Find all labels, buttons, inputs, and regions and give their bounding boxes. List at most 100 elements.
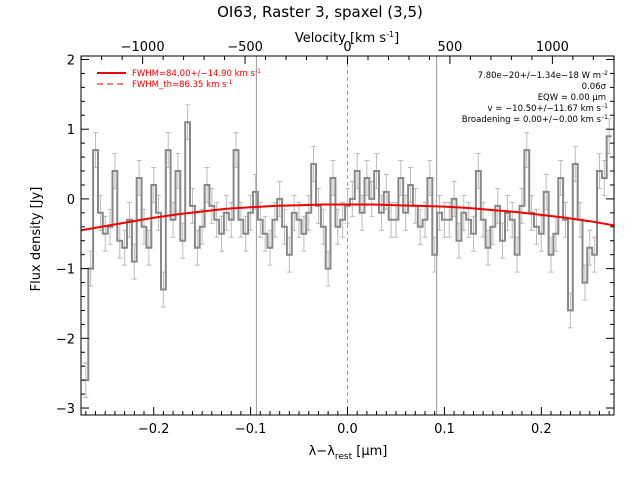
data-point: [327, 268, 329, 270]
data-point: [99, 212, 101, 214]
data-point: [216, 219, 218, 221]
data-point: [148, 247, 150, 249]
data-point: [419, 226, 421, 228]
legend-label-sup: -1: [226, 79, 232, 86]
data-point: [501, 240, 504, 242]
data-point: [487, 247, 489, 249]
top-axis-label-text: Velocity [km s: [295, 31, 387, 46]
x-axis-label: λ−λrest [μm]: [309, 444, 388, 462]
data-point: [526, 149, 528, 151]
data-point: [550, 254, 552, 256]
data-point: [220, 233, 223, 235]
y-axis-label: Flux density [Jy]: [29, 187, 44, 292]
y-tick-label: 2: [67, 53, 75, 68]
data-point: [279, 198, 281, 200]
annotation-text: EQW = 0.00 μm: [538, 93, 606, 103]
data-point: [468, 219, 470, 221]
data-point: [545, 191, 547, 193]
legend-label-sup: -1: [255, 68, 261, 75]
top-tick-label: 1000: [536, 40, 569, 55]
data-point: [274, 219, 276, 221]
data-point: [143, 226, 145, 228]
axes: −0.2 −0.1 0.0 0.1 0.2 −3 −2 −1 0 1 2 −1000 −500 0 500 1…: [56, 40, 615, 437]
data-point: [497, 205, 499, 207]
fit-line: [81, 203, 614, 232]
data-point: [249, 212, 252, 214]
top-tick-label: −1000: [121, 40, 165, 55]
top-tick-label: 500: [438, 40, 463, 55]
legend-label: FWHM_th=86.35 km s-1: [132, 79, 233, 90]
data-point: [172, 219, 174, 221]
data-point: [153, 184, 155, 186]
data-point: [516, 254, 518, 256]
top-tick-label: −500: [227, 40, 263, 55]
data-point: [594, 254, 596, 256]
data-point: [555, 233, 557, 235]
data-point: [264, 233, 266, 235]
data-point: [608, 135, 610, 137]
data-point: [211, 205, 213, 207]
y-tick-label: −2: [56, 332, 75, 347]
top-axis-label: Velocity [km s-1]: [295, 30, 399, 46]
x-tick-label: −0.2: [138, 422, 170, 437]
data-point: [424, 219, 426, 221]
data-point: [162, 288, 164, 291]
x-tick-label: 0.0: [337, 422, 358, 437]
data-point: [342, 219, 344, 221]
data-point: [201, 226, 203, 228]
data-point: [598, 170, 601, 172]
data-point: [288, 254, 290, 256]
data-point: [254, 191, 257, 193]
data-point: [337, 226, 339, 228]
data-point: [114, 170, 116, 172]
y-tick-label: −3: [56, 402, 75, 417]
data-point: [269, 247, 271, 249]
data-point: [298, 219, 300, 221]
data-point: [182, 240, 184, 242]
data-point: [375, 170, 378, 172]
data-point: [346, 205, 349, 207]
data-point: [511, 219, 513, 221]
data-point: [259, 219, 261, 221]
data-point: [409, 184, 412, 186]
data-point: [206, 184, 208, 186]
data-point: [235, 149, 237, 151]
data-point: [322, 226, 324, 228]
annotation-sup: -1: [602, 103, 608, 110]
data-point: [482, 219, 484, 221]
data-point: [138, 177, 140, 179]
data-point: [119, 240, 121, 242]
annotation-text: 7.80e−20+/−1.34e−18 W m: [478, 71, 601, 81]
plot-area: [81, 56, 614, 415]
legend-label: FWHM=84.00+/−14.90 km s-1: [132, 68, 261, 79]
data-point: [177, 170, 179, 172]
chart-title: OI63, Raster 3, spaxel (3,5): [217, 3, 423, 21]
data-point: [584, 281, 586, 284]
annotation-sup: -1: [602, 114, 608, 121]
data-point: [128, 219, 131, 221]
annotation-sup: -2: [602, 70, 608, 77]
data-point: [356, 170, 358, 172]
data-point: [560, 177, 562, 179]
legend-label-text: FWHM_th=86.35 km s: [132, 80, 227, 90]
data-point: [380, 212, 383, 214]
data-point: [90, 268, 92, 270]
plot-content: [81, 56, 614, 415]
data-point: [405, 212, 407, 214]
data-point: [472, 233, 475, 235]
y-tick-label: −1: [56, 263, 75, 278]
x-tick-label: 0.2: [531, 422, 552, 437]
data-point: [157, 212, 160, 214]
data-point: [463, 212, 465, 214]
data-point: [187, 121, 189, 123]
data-point: [240, 219, 242, 221]
data-point: [196, 247, 198, 249]
data-point: [85, 379, 87, 381]
data-point: [361, 212, 363, 214]
top-axis-label-sup: -1: [386, 30, 394, 39]
data-point: [225, 212, 227, 214]
annotation-text: v = −10.50+/−11.67 km s: [488, 104, 602, 114]
data-point: [521, 205, 523, 207]
